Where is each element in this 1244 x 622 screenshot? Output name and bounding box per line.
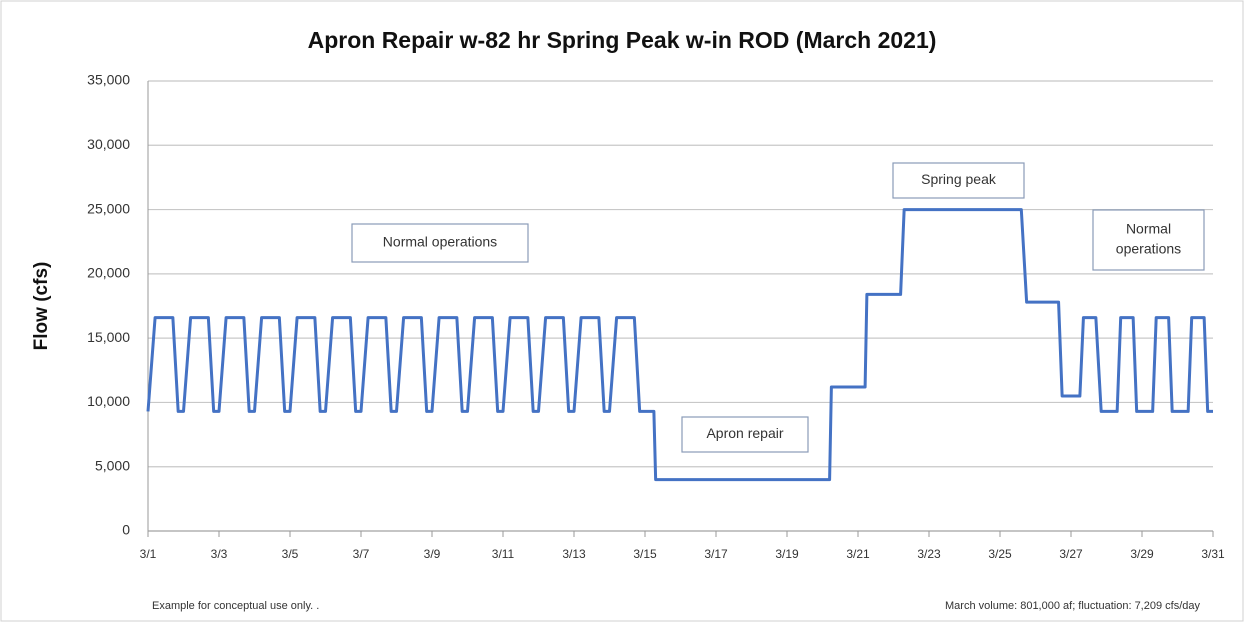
- x-tick-label: 3/23: [917, 547, 941, 561]
- y-tick-label: 0: [122, 522, 130, 538]
- data-line: [146, 208, 1213, 482]
- x-tick-label: 3/21: [846, 547, 870, 561]
- y-tick-label: 5,000: [95, 457, 130, 473]
- x-tick-label: 3/13: [562, 547, 586, 561]
- x-tick-label: 3/15: [633, 547, 657, 561]
- x-tick-label: 3/25: [988, 547, 1012, 561]
- footnote: Example for conceptual use only. .: [152, 600, 319, 612]
- x-tick-label: 3/9: [424, 547, 441, 561]
- annotation: Normal operations: [383, 234, 497, 250]
- x-tick-label: 3/27: [1059, 547, 1083, 561]
- annotation: Apron repair: [706, 425, 783, 441]
- annotation-box: [1092, 209, 1205, 271]
- chart-title: Apron Repair w-82 hr Spring Peak w-in RO…: [308, 27, 937, 53]
- x-tick-label: 3/19: [775, 547, 799, 561]
- y-axis-label: Flow (cfs): [31, 262, 52, 351]
- y-tick-label: 10,000: [87, 393, 130, 409]
- annotation: operations: [1116, 241, 1181, 257]
- annotation-box: [681, 416, 809, 453]
- x-tick-label: 3/5: [282, 547, 299, 561]
- y-tick-label: 30,000: [87, 136, 130, 152]
- annotation: Spring peak: [921, 171, 997, 187]
- y-tick-label: 20,000: [87, 265, 130, 281]
- footnote: March volume: 801,000 af; fluctuation: 7…: [945, 600, 1200, 612]
- y-tick-label: 35,000: [87, 72, 130, 88]
- x-tick-label: 3/29: [1130, 547, 1154, 561]
- y-tick-label: 25,000: [87, 200, 130, 216]
- annotation: Normal: [1126, 221, 1171, 237]
- x-tick-label: 3/11: [492, 547, 515, 561]
- x-tick-label: 3/31: [1201, 547, 1225, 561]
- x-tick-label: 3/7: [353, 547, 370, 561]
- annotation-box: [351, 223, 529, 263]
- annotation-box: [892, 162, 1025, 199]
- y-tick-label: 15,000: [87, 329, 130, 345]
- x-tick-label: 3/17: [704, 547, 728, 561]
- x-tick-label: 3/1: [140, 547, 157, 561]
- x-tick-label: 3/3: [211, 547, 228, 561]
